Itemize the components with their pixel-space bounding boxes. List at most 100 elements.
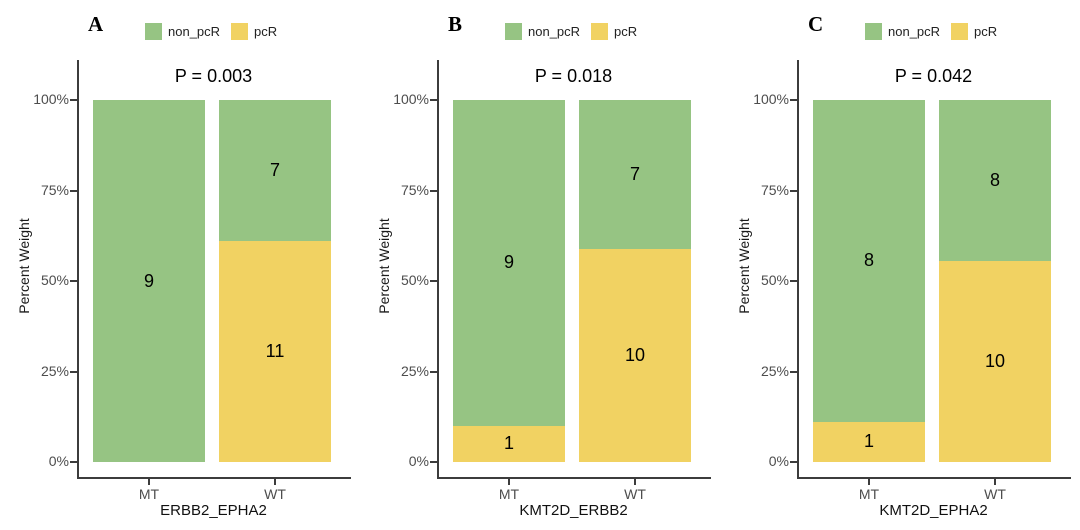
legend-swatch-non-pcr bbox=[145, 23, 162, 40]
y-axis-line bbox=[77, 60, 79, 479]
y-axis-line bbox=[797, 60, 799, 479]
bar-value-label: 7 bbox=[629, 164, 640, 185]
x-tick-mark bbox=[148, 479, 150, 485]
y-tick-mark bbox=[790, 280, 797, 282]
bar-value-label: 9 bbox=[503, 252, 514, 273]
legend-label-non-pcr: non_pcR bbox=[888, 24, 941, 39]
y-tick-mark bbox=[70, 99, 77, 101]
y-tick-label: 50% bbox=[400, 272, 429, 288]
chart-panel: A non_pcR pcR P = 0.003 Percent Weight 0… bbox=[0, 0, 360, 530]
bar-MT-non_pcR: 8 bbox=[813, 100, 925, 422]
y-tick-label: 50% bbox=[40, 272, 69, 288]
y-tick-label: 0% bbox=[408, 453, 429, 469]
legend-swatch-non-pcr bbox=[865, 23, 882, 40]
bar-WT-non_pcR: 7 bbox=[579, 100, 691, 250]
legend-label-pcr: pcR bbox=[974, 24, 998, 39]
y-tick-label: 25% bbox=[760, 362, 789, 379]
legend-item-pcr: pcR bbox=[951, 23, 997, 40]
y-tick-label: 25% bbox=[40, 362, 69, 379]
legend-label-pcr: pcR bbox=[254, 24, 278, 39]
y-tick-label: 100% bbox=[33, 91, 69, 107]
y-tick-mark bbox=[430, 99, 437, 101]
bar-value-label: 10 bbox=[984, 350, 1006, 371]
y-axis-title: Percent Weight bbox=[16, 218, 32, 314]
bar-value-label: 8 bbox=[863, 250, 874, 271]
y-tick-mark bbox=[70, 189, 77, 192]
p-value-label: P = 0.042 bbox=[894, 66, 973, 86]
bar-MT-pcR: 1 bbox=[813, 421, 925, 462]
bar-MT-non_pcR: 9 bbox=[93, 100, 205, 462]
bar-value-label: 7 bbox=[269, 159, 280, 180]
bar-value-label: 9 bbox=[143, 270, 154, 291]
legend: non_pcR pcR bbox=[505, 23, 637, 40]
y-tick-mark bbox=[70, 461, 77, 463]
y-tick-label: 75% bbox=[40, 181, 69, 198]
legend-item-pcr: pcR bbox=[231, 23, 277, 40]
x-tick-mark bbox=[274, 479, 276, 485]
panel-letter: B bbox=[448, 12, 463, 36]
y-tick-mark bbox=[790, 99, 797, 101]
legend-item-pcr: pcR bbox=[591, 23, 637, 40]
x-tick-mark bbox=[994, 479, 996, 485]
y-axis-title: Percent Weight bbox=[736, 218, 752, 314]
bar-value-label: 1 bbox=[503, 433, 514, 454]
y-tick-mark bbox=[70, 280, 77, 282]
p-value-label: P = 0.003 bbox=[174, 66, 253, 86]
legend: non_pcR pcR bbox=[145, 23, 277, 40]
x-tick-label: MT bbox=[138, 486, 160, 502]
x-tick-label: WT bbox=[264, 486, 286, 502]
x-tick-mark bbox=[508, 479, 510, 485]
bar-WT-non_pcR: 8 bbox=[939, 100, 1051, 261]
bar-MT-pcR: 1 bbox=[453, 425, 565, 462]
x-tick-mark bbox=[868, 479, 870, 485]
x-axis-line bbox=[77, 477, 351, 479]
x-axis-line bbox=[797, 477, 1071, 479]
bar-MT-non_pcR: 9 bbox=[453, 100, 565, 426]
legend-label-non-pcr: non_pcR bbox=[528, 24, 581, 39]
chart-panel: C non_pcR pcR P = 0.042 Percent Weight 0… bbox=[720, 0, 1080, 530]
x-axis-title: KMT2D_ERBB2 bbox=[519, 502, 628, 519]
p-value-label: P = 0.018 bbox=[534, 66, 613, 86]
y-tick-label: 50% bbox=[760, 272, 789, 288]
legend-item-non-pcr: non_pcR bbox=[865, 23, 940, 40]
bar-WT-non_pcR: 7 bbox=[219, 100, 331, 241]
x-tick-label: WT bbox=[624, 486, 646, 502]
bar-WT-pcR: 10 bbox=[939, 260, 1051, 462]
y-tick-label: 0% bbox=[48, 453, 69, 469]
chart-panel: B non_pcR pcR P = 0.018 Percent Weight 0… bbox=[360, 0, 720, 530]
x-tick-label: WT bbox=[984, 486, 1006, 502]
x-axis-title: KMT2D_EPHA2 bbox=[879, 502, 988, 519]
y-tick-mark bbox=[70, 370, 77, 373]
y-axis-title: Percent Weight bbox=[376, 218, 392, 314]
y-tick-mark bbox=[430, 370, 437, 373]
legend-item-non-pcr: non_pcR bbox=[505, 23, 580, 40]
bar-WT-pcR: 10 bbox=[579, 249, 691, 462]
y-tick-label: 75% bbox=[760, 181, 789, 198]
y-tick-label: 0% bbox=[768, 453, 789, 469]
y-tick-label: 100% bbox=[753, 91, 789, 107]
panel-letter: A bbox=[88, 12, 104, 36]
y-tick-mark bbox=[430, 280, 437, 282]
x-tick-label: MT bbox=[498, 486, 520, 502]
x-axis-line bbox=[437, 477, 711, 479]
bar-value-label: 1 bbox=[863, 431, 874, 452]
y-tick-mark bbox=[430, 189, 437, 192]
x-axis-title: ERBB2_EPHA2 bbox=[160, 502, 267, 519]
y-tick-label: 25% bbox=[400, 362, 429, 379]
legend-swatch-pcr bbox=[591, 23, 609, 40]
y-tick-mark bbox=[790, 461, 797, 463]
bar-value-label: 11 bbox=[265, 340, 285, 361]
legend-item-non-pcr: non_pcR bbox=[145, 23, 220, 40]
bar-value-label: 8 bbox=[989, 169, 1000, 190]
x-tick-mark bbox=[634, 479, 636, 485]
legend: non_pcR pcR bbox=[865, 23, 997, 40]
legend-label-non-pcr: non_pcR bbox=[168, 24, 221, 39]
y-tick-mark bbox=[430, 461, 437, 463]
legend-swatch-non-pcr bbox=[505, 23, 522, 40]
legend-label-pcr: pcR bbox=[614, 24, 638, 39]
y-tick-mark bbox=[790, 370, 797, 373]
legend-swatch-pcr bbox=[231, 23, 249, 40]
y-axis-line bbox=[437, 60, 439, 479]
y-tick-mark bbox=[790, 189, 797, 192]
